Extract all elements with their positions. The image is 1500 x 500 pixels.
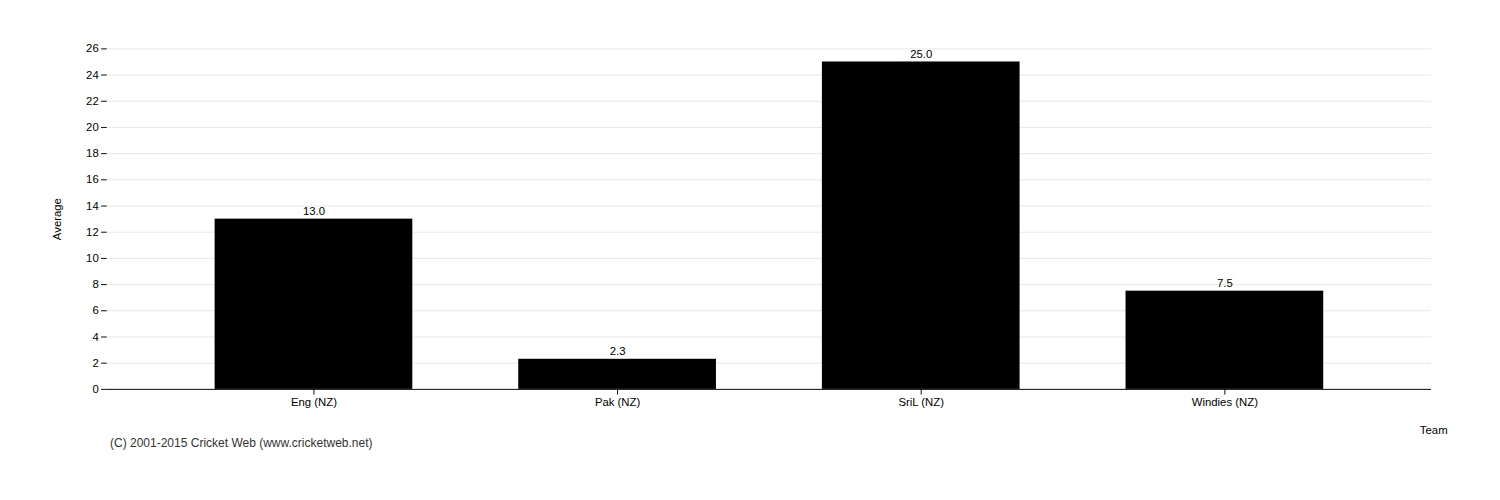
svg-text:26: 26 xyxy=(86,42,99,54)
svg-text:2: 2 xyxy=(92,357,98,369)
svg-text:Average: Average xyxy=(51,198,63,240)
svg-text:2.3: 2.3 xyxy=(610,345,626,357)
svg-text:16: 16 xyxy=(86,173,99,185)
svg-text:SriL (NZ): SriL (NZ) xyxy=(898,396,944,408)
svg-text:Team: Team xyxy=(1420,424,1448,436)
svg-text:12: 12 xyxy=(86,226,99,238)
svg-text:0: 0 xyxy=(92,383,98,395)
svg-text:Windies (NZ): Windies (NZ) xyxy=(1192,396,1258,408)
svg-text:4: 4 xyxy=(92,331,98,343)
svg-text:13.0: 13.0 xyxy=(303,205,325,217)
svg-text:22: 22 xyxy=(86,95,99,107)
svg-text:18: 18 xyxy=(86,147,99,159)
svg-text:6: 6 xyxy=(92,304,98,316)
svg-text:Pak (NZ): Pak (NZ) xyxy=(595,396,641,408)
html-text:(C) 2001-2015 Cricket Web (www: (C) 2001-2015 Cricket Web (www.cricketwe… xyxy=(110,436,373,451)
svg-text:8: 8 xyxy=(92,278,98,290)
svg-text:7.5: 7.5 xyxy=(1217,277,1233,289)
svg-text:10: 10 xyxy=(86,252,99,264)
svg-text:Eng (NZ): Eng (NZ) xyxy=(291,396,337,408)
svg-text:24: 24 xyxy=(86,69,99,81)
svg-text:20: 20 xyxy=(86,121,99,133)
svg-text:25.0: 25.0 xyxy=(910,48,932,60)
svg-text:14: 14 xyxy=(86,200,99,212)
